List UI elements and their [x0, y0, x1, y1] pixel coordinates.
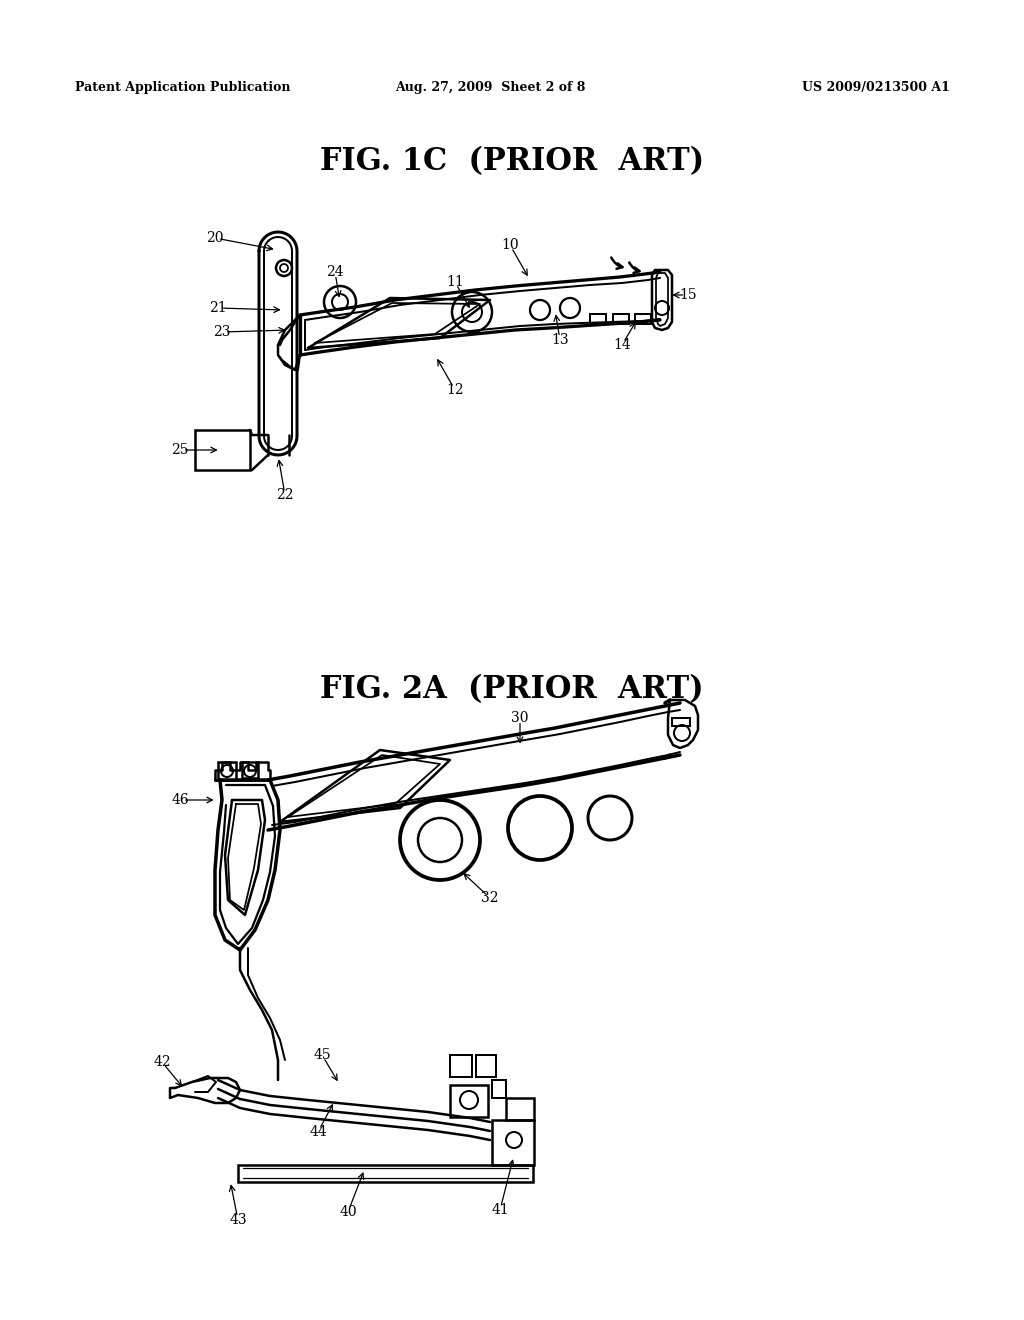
- Bar: [238, 1166, 534, 1181]
- Text: 10: 10: [501, 238, 519, 252]
- Bar: [492, 1119, 534, 1166]
- Text: 42: 42: [154, 1055, 171, 1069]
- Text: 41: 41: [492, 1203, 509, 1217]
- Text: 24: 24: [327, 265, 344, 279]
- Bar: [613, 314, 629, 323]
- Text: FIG. 2A  (PRIOR  ART): FIG. 2A (PRIOR ART): [321, 675, 703, 705]
- Text: 40: 40: [339, 1205, 356, 1218]
- Bar: [450, 1055, 472, 1077]
- Text: 45: 45: [313, 1048, 331, 1063]
- Text: 11: 11: [446, 275, 464, 289]
- Bar: [635, 314, 651, 323]
- Text: US 2009/0213500 A1: US 2009/0213500 A1: [802, 82, 950, 95]
- Text: 25: 25: [171, 444, 188, 457]
- Text: 44: 44: [309, 1125, 327, 1139]
- Text: 30: 30: [511, 711, 528, 725]
- Bar: [492, 1080, 506, 1098]
- Bar: [242, 762, 258, 777]
- Bar: [672, 718, 690, 726]
- Text: 14: 14: [613, 338, 631, 352]
- Text: 22: 22: [276, 488, 294, 502]
- Bar: [195, 430, 250, 470]
- Bar: [476, 1055, 496, 1077]
- Text: 23: 23: [213, 325, 230, 339]
- Text: 21: 21: [209, 301, 226, 315]
- Text: Aug. 27, 2009  Sheet 2 of 8: Aug. 27, 2009 Sheet 2 of 8: [395, 82, 585, 95]
- Bar: [506, 1098, 534, 1119]
- Text: 15: 15: [679, 288, 696, 302]
- Text: FIG. 1C  (PRIOR  ART): FIG. 1C (PRIOR ART): [319, 147, 705, 177]
- Text: 32: 32: [481, 891, 499, 906]
- Text: 12: 12: [446, 383, 464, 397]
- Text: 43: 43: [229, 1213, 247, 1228]
- Text: Patent Application Publication: Patent Application Publication: [75, 82, 291, 95]
- Text: 46: 46: [171, 793, 188, 807]
- Bar: [218, 762, 236, 780]
- Text: 20: 20: [206, 231, 224, 246]
- Bar: [450, 1085, 488, 1117]
- Text: 13: 13: [551, 333, 568, 347]
- Bar: [590, 314, 606, 323]
